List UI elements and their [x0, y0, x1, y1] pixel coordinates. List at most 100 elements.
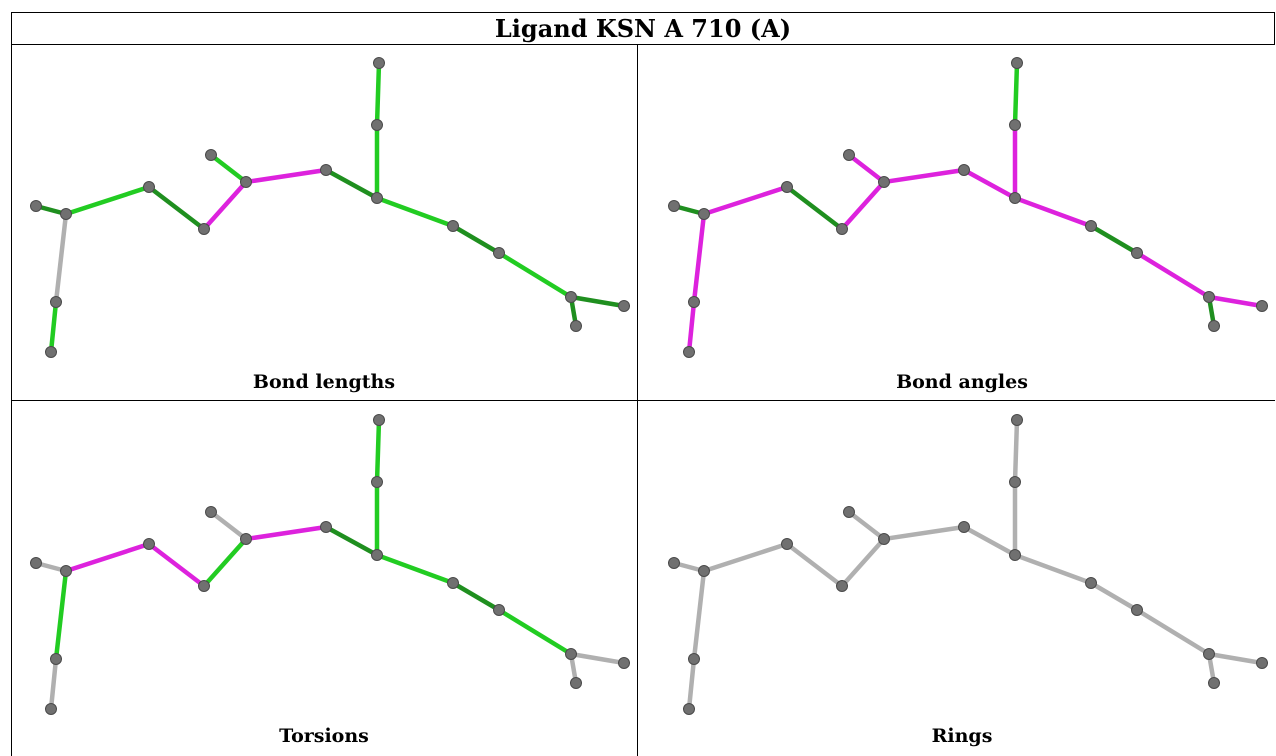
bond-angles-bond — [839, 179, 887, 232]
torsions-atom — [50, 653, 62, 665]
torsions-atom — [373, 414, 385, 426]
rings-atom — [843, 506, 855, 518]
rings-atom — [1131, 604, 1143, 616]
bond-lengths-bond — [208, 152, 249, 185]
bond-lengths-bond — [374, 195, 456, 229]
rings-bond — [1134, 607, 1212, 657]
bond-angles-bond — [1012, 60, 1020, 128]
rings-atom — [836, 580, 848, 592]
bond-angles-atom — [1131, 247, 1143, 259]
rings-bond — [881, 524, 967, 542]
bond-lengths-molecule — [30, 57, 630, 358]
title-cell: Ligand KSN A 710 (A) — [11, 12, 1275, 45]
rings-atom — [878, 533, 890, 545]
torsions-atom — [205, 506, 217, 518]
bond-lengths-bond — [53, 211, 69, 305]
torsions-atom — [30, 557, 42, 569]
panel-grid: Bond lengths Bond angles Torsions Rings — [11, 44, 1275, 756]
rings-atom — [688, 653, 700, 665]
rings-molecule — [668, 414, 1268, 715]
bond-lengths-bond — [243, 167, 329, 185]
bond-angles-molecule — [668, 57, 1268, 358]
torsions-atom — [198, 580, 210, 592]
bond-lengths-bond — [450, 223, 502, 256]
bond-lengths-bond — [568, 294, 627, 309]
bond-angles-atom — [1009, 119, 1021, 131]
rings-atom — [1085, 577, 1097, 589]
rings-bond — [1088, 580, 1140, 613]
bond-angles-atom — [843, 149, 855, 161]
bond-angles-bond — [701, 184, 790, 217]
torsions-bond — [374, 417, 382, 485]
rings-atom — [958, 521, 970, 533]
bond-angles-atom — [1085, 220, 1097, 232]
caption-rings: Rings — [931, 725, 993, 747]
torsions-atom — [493, 604, 505, 616]
torsions-bond — [243, 524, 329, 542]
bond-angles-bond — [1134, 250, 1212, 300]
torsions-atom — [371, 549, 383, 561]
bond-angles-bond — [1088, 223, 1140, 256]
bond-lengths-atom — [371, 192, 383, 204]
bond-angles-atom — [1256, 300, 1268, 312]
torsions-bond — [323, 524, 380, 558]
bond-lengths-bond — [496, 250, 574, 300]
bond-lengths-bond — [374, 60, 382, 128]
bond-lengths-bond — [146, 184, 207, 232]
rings-atom — [781, 538, 793, 550]
bond-angles-atom — [1208, 320, 1220, 332]
rings-atom — [1256, 657, 1268, 669]
bond-lengths-atom — [143, 181, 155, 193]
panel-torsions: Torsions — [11, 401, 637, 756]
bond-lengths-atom — [371, 119, 383, 131]
rings-bond — [1012, 417, 1020, 485]
torsions-atom — [447, 577, 459, 589]
torsions-molecule — [30, 414, 630, 715]
rings-atom — [1009, 549, 1021, 561]
torsions-atom — [565, 648, 577, 660]
panel-bond-angles: Bond angles — [649, 44, 1275, 399]
torsions-bond — [568, 651, 627, 666]
rings-bond — [846, 509, 887, 542]
bond-lengths-atom — [447, 220, 459, 232]
rings-bond — [1206, 651, 1265, 666]
bond-angles-atom — [958, 164, 970, 176]
bond-lengths-atom — [565, 291, 577, 303]
torsions-bond — [496, 607, 574, 657]
caption-bond-lengths: Bond lengths — [252, 371, 396, 393]
bond-lengths-atom — [30, 200, 42, 212]
panel-bond-lengths: Bond lengths — [11, 44, 637, 399]
torsions-bond — [208, 509, 249, 542]
torsions-bond — [374, 552, 456, 586]
rings-bond — [784, 541, 845, 589]
bond-angles-atom — [1009, 192, 1021, 204]
bond-angles-bond — [961, 167, 1018, 201]
bond-lengths-atom — [373, 57, 385, 69]
bond-lengths-atom — [618, 300, 630, 312]
bond-angles-bond — [691, 211, 707, 305]
bond-lengths-bond — [48, 299, 59, 355]
torsions-atom — [618, 657, 630, 669]
bond-lengths-atom — [240, 176, 252, 188]
rings-atom — [1203, 648, 1215, 660]
bond-angles-bond — [686, 299, 697, 355]
caption-torsions: Torsions — [279, 725, 369, 747]
torsions-bond — [146, 541, 207, 589]
rings-bond — [839, 536, 887, 589]
torsions-atom — [371, 476, 383, 488]
bond-lengths-bond — [63, 184, 152, 217]
bond-angles-bond — [846, 152, 887, 185]
rings-atom — [1208, 677, 1220, 689]
grid-middle-divider — [11, 400, 1275, 401]
torsions-atom — [60, 565, 72, 577]
bond-angles-atom — [878, 176, 890, 188]
bond-angles-atom — [1203, 291, 1215, 303]
rings-bond — [686, 656, 697, 712]
caption-bond-angles: Bond angles — [896, 371, 1028, 393]
bond-lengths-atom — [50, 296, 62, 308]
bond-angles-atom — [781, 181, 793, 193]
bond-lengths-bond — [323, 167, 380, 201]
bond-lengths-atom — [45, 346, 57, 358]
panel-rings: Rings — [649, 401, 1275, 756]
rings-bond — [1012, 552, 1094, 586]
